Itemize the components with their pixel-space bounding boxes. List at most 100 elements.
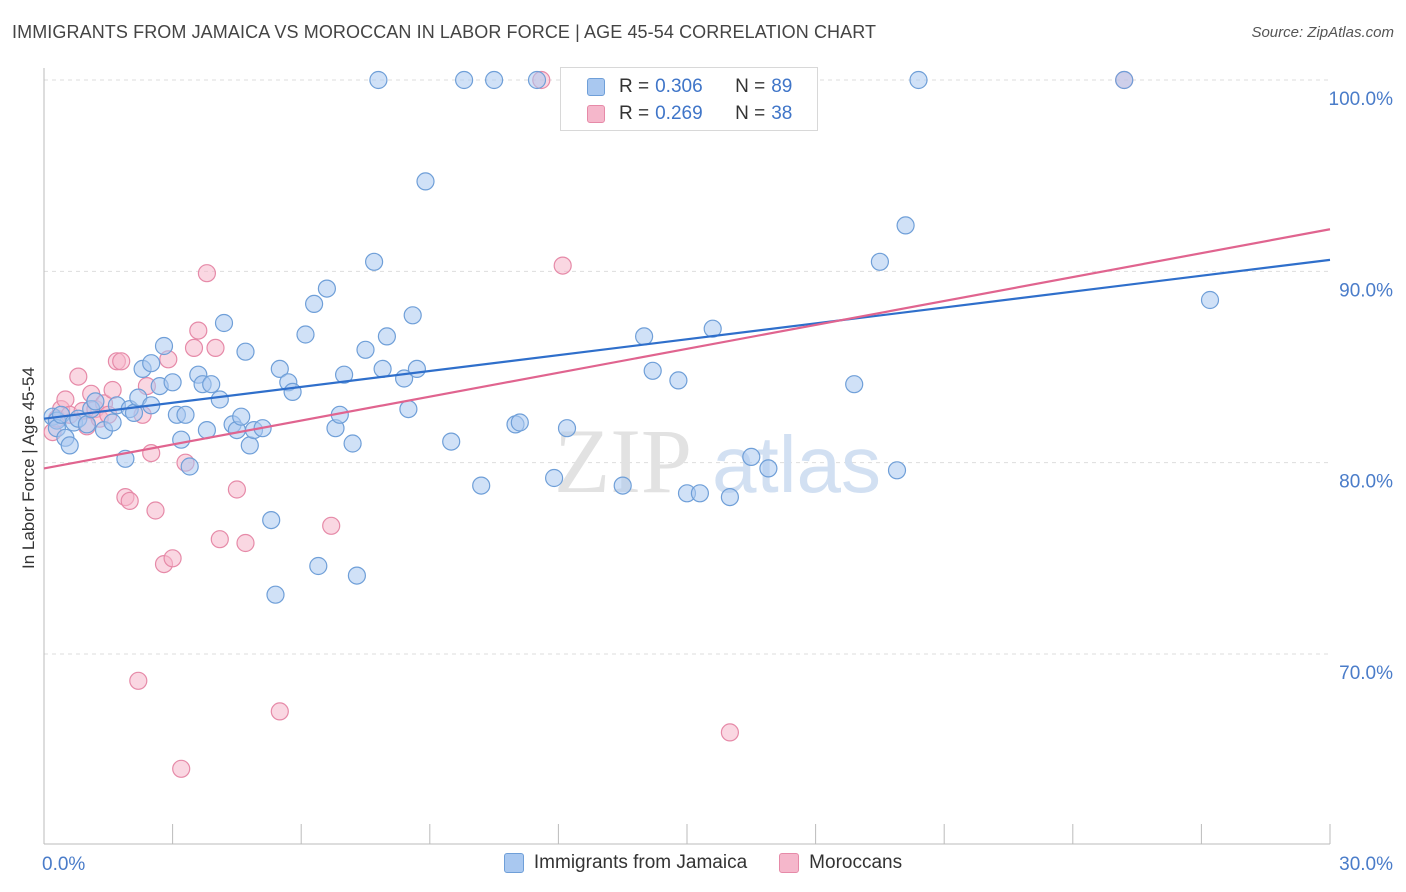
data-point-jamaica <box>690 484 710 503</box>
data-point-moroccans <box>189 321 208 340</box>
data-point-jamaica <box>202 375 221 394</box>
tick-labels: 70.0% 80.0% 90.0% 100.0% 0.0% 30.0% <box>42 89 1393 875</box>
legend-swatch-moroccans <box>779 853 800 873</box>
data-point-jamaica <box>909 70 928 90</box>
data-point-jamaica <box>544 468 564 488</box>
legend-r-label: R = <box>619 103 650 124</box>
data-point-jamaica <box>720 488 740 507</box>
data-point-jamaica <box>77 415 97 434</box>
data-point-moroccans <box>553 256 572 275</box>
data-point-jamaica <box>377 327 396 346</box>
data-point-jamaica <box>510 413 529 432</box>
data-point-jamaica <box>142 354 161 373</box>
data-point-jamaica <box>643 361 662 380</box>
x-tick-label: 0.0% <box>42 854 85 875</box>
chart-title: IMMIGRANTS FROM JAMAICA VS MOROCCAN IN L… <box>12 22 877 42</box>
legend-item-moroccans: Moroccans <box>779 852 902 874</box>
data-point-jamaica <box>296 325 315 344</box>
data-point-jamaica <box>557 419 577 438</box>
data-point-jamaica <box>343 434 362 453</box>
data-point-jamaica <box>266 585 285 604</box>
data-point-jamaica <box>365 252 384 271</box>
data-point-jamaica <box>485 70 504 90</box>
data-point-jamaica <box>347 566 366 585</box>
data-point-jamaica <box>283 382 302 401</box>
legend-label-jamaica: Immigrants from Jamaica <box>533 852 748 873</box>
y-tick-label: 100.0% <box>1329 89 1394 110</box>
series-jamaica-points <box>43 70 1220 604</box>
watermark: ZIP atlas <box>554 410 881 512</box>
data-point-moroccans <box>146 501 165 520</box>
y-tick-label: 70.0% <box>1339 663 1393 684</box>
source-label: Source: ZipAtlas.com <box>1251 24 1394 41</box>
legend-row-moroccans: R = 0.269 N = 38 <box>587 101 792 127</box>
data-point-jamaica <box>154 336 174 356</box>
data-point-jamaica <box>742 447 761 466</box>
data-point-jamaica <box>1200 290 1220 310</box>
data-point-jamaica <box>356 340 375 359</box>
data-point-jamaica <box>180 457 199 476</box>
data-point-moroccans <box>112 352 131 371</box>
data-point-jamaica <box>305 294 324 313</box>
data-point-jamaica <box>407 359 426 378</box>
data-point-moroccans <box>184 338 204 357</box>
data-point-moroccans <box>172 759 191 778</box>
data-point-moroccans <box>210 530 229 549</box>
data-point-jamaica <box>369 70 388 90</box>
data-point-jamaica <box>270 359 289 378</box>
data-point-moroccans <box>270 702 289 721</box>
data-point-moroccans <box>720 723 740 742</box>
data-point-jamaica <box>373 359 392 378</box>
legend-stats: R = 0.306 N = 89 R = 0.269 N = 38 <box>560 67 818 131</box>
data-point-jamaica <box>236 342 255 361</box>
trend-line-jamaica <box>43 258 1331 420</box>
data-point-jamaica <box>176 405 195 424</box>
y-tick-label: 90.0% <box>1339 280 1393 301</box>
y-axis-label: In Labor Force | Age 45-54 <box>19 367 38 569</box>
data-point-moroccans <box>69 367 88 386</box>
data-point-jamaica <box>442 432 461 451</box>
watermark-atlas: atlas <box>712 420 881 509</box>
legend-row-jamaica: R = 0.306 N = 89 <box>587 74 792 100</box>
data-point-jamaica <box>317 279 336 298</box>
data-point-jamaica <box>163 373 182 392</box>
axes <box>43 68 1331 845</box>
data-point-jamaica <box>669 371 688 390</box>
legend-n-label: N = <box>735 103 766 124</box>
legend-n-value: 89 <box>771 76 793 97</box>
data-point-jamaica <box>60 436 79 455</box>
trend-lines <box>43 228 1331 470</box>
data-point-moroccans <box>120 491 139 510</box>
data-point-moroccans <box>206 338 225 357</box>
data-point-jamaica <box>232 407 251 426</box>
data-point-jamaica <box>210 390 229 409</box>
data-point-moroccans <box>227 480 246 499</box>
data-point-jamaica <box>845 375 864 394</box>
data-point-jamaica <box>472 476 491 495</box>
data-point-jamaica <box>613 476 632 495</box>
data-point-jamaica <box>416 172 435 191</box>
legend-n-value: 38 <box>771 103 793 124</box>
data-point-jamaica <box>455 70 474 90</box>
legend-series: Immigrants from Jamaica Moroccans <box>0 852 1406 874</box>
data-point-jamaica <box>870 252 890 271</box>
data-point-jamaica <box>896 216 915 235</box>
watermark-zip: ZIP <box>554 410 692 512</box>
data-point-jamaica <box>262 510 281 530</box>
data-point-jamaica <box>172 430 191 449</box>
data-point-jamaica <box>214 313 234 333</box>
data-point-moroccans <box>197 264 216 283</box>
legend-r-label: R = <box>619 76 650 97</box>
data-point-moroccans <box>236 533 255 553</box>
data-point-moroccans <box>163 549 182 568</box>
data-point-moroccans <box>322 516 341 535</box>
legend-n-label: N = <box>735 76 766 97</box>
data-point-jamaica <box>399 400 418 419</box>
grid <box>44 79 1330 655</box>
legend-swatch-jamaica <box>503 853 524 873</box>
x-tick-label: 30.0% <box>1339 854 1393 875</box>
y-tick-label: 80.0% <box>1339 472 1393 493</box>
legend-r-value: 0.306 <box>655 76 703 97</box>
data-point-jamaica <box>634 327 654 346</box>
